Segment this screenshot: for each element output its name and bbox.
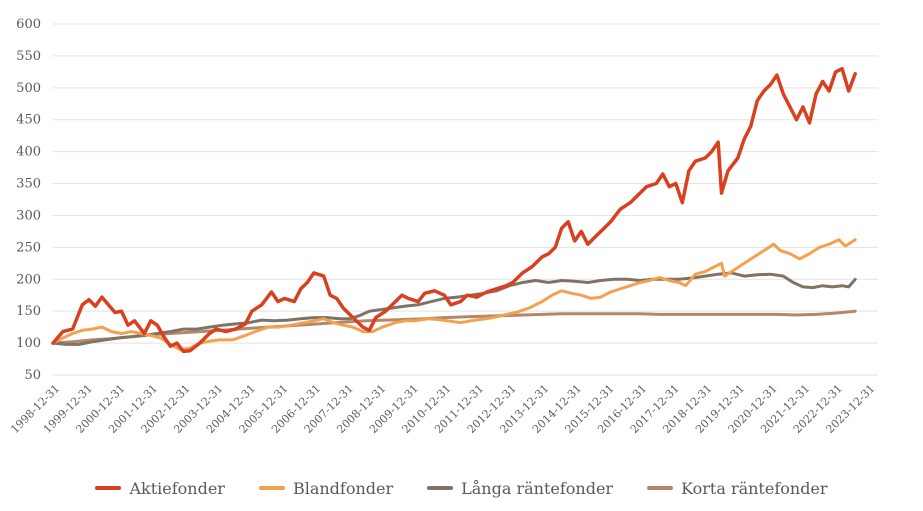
legend-item: Långa räntefonder <box>427 479 613 498</box>
legend-label: Blandfonder <box>292 478 394 498</box>
y-tick-label: 50 <box>24 368 41 383</box>
line-chart: 50 100 150 200 250 300 350 400 450 500 550 600 1998… <box>8 17 878 436</box>
legend-swatch <box>95 486 122 490</box>
y-axis: 50 100 150 200 250 300 350 400 450 500 550 600 <box>16 17 41 383</box>
legend-label: Korta räntefonder <box>681 478 828 498</box>
y-tick-label: 500 <box>16 81 41 96</box>
y-gridlines <box>53 23 878 376</box>
series-line-korta-räntefonder <box>51 309 857 345</box>
legend-swatch <box>647 486 674 490</box>
legend-swatch <box>258 486 285 490</box>
legend-item: Aktiefonder <box>95 478 225 498</box>
y-tick-label: 150 <box>16 304 41 319</box>
y-tick-label: 350 <box>16 177 41 192</box>
y-tick-label: 100 <box>16 336 41 351</box>
y-tick-label: 250 <box>16 240 41 255</box>
x-axis: 1998-12-311999-12-312000-12-312001-12-31… <box>8 382 877 436</box>
legend-swatch <box>427 486 454 490</box>
y-tick-label: 300 <box>16 208 41 223</box>
series-lines <box>51 66 857 354</box>
y-tick-label: 450 <box>16 113 41 128</box>
legend-item: Korta räntefonder <box>647 478 828 498</box>
chart-legend: Aktiefonder Blandfonder Långa räntefonder K… <box>0 476 923 500</box>
y-tick-label: 600 <box>16 17 41 32</box>
legend-label: Aktiefonder <box>129 478 225 498</box>
legend-item: Blandfonder <box>258 478 394 498</box>
legend-label: Långa räntefonder <box>461 478 614 498</box>
y-tick-label: 550 <box>16 49 41 64</box>
series-line-aktiefonder <box>51 66 857 354</box>
y-tick-label: 400 <box>16 145 41 160</box>
y-tick-label: 200 <box>16 272 41 287</box>
